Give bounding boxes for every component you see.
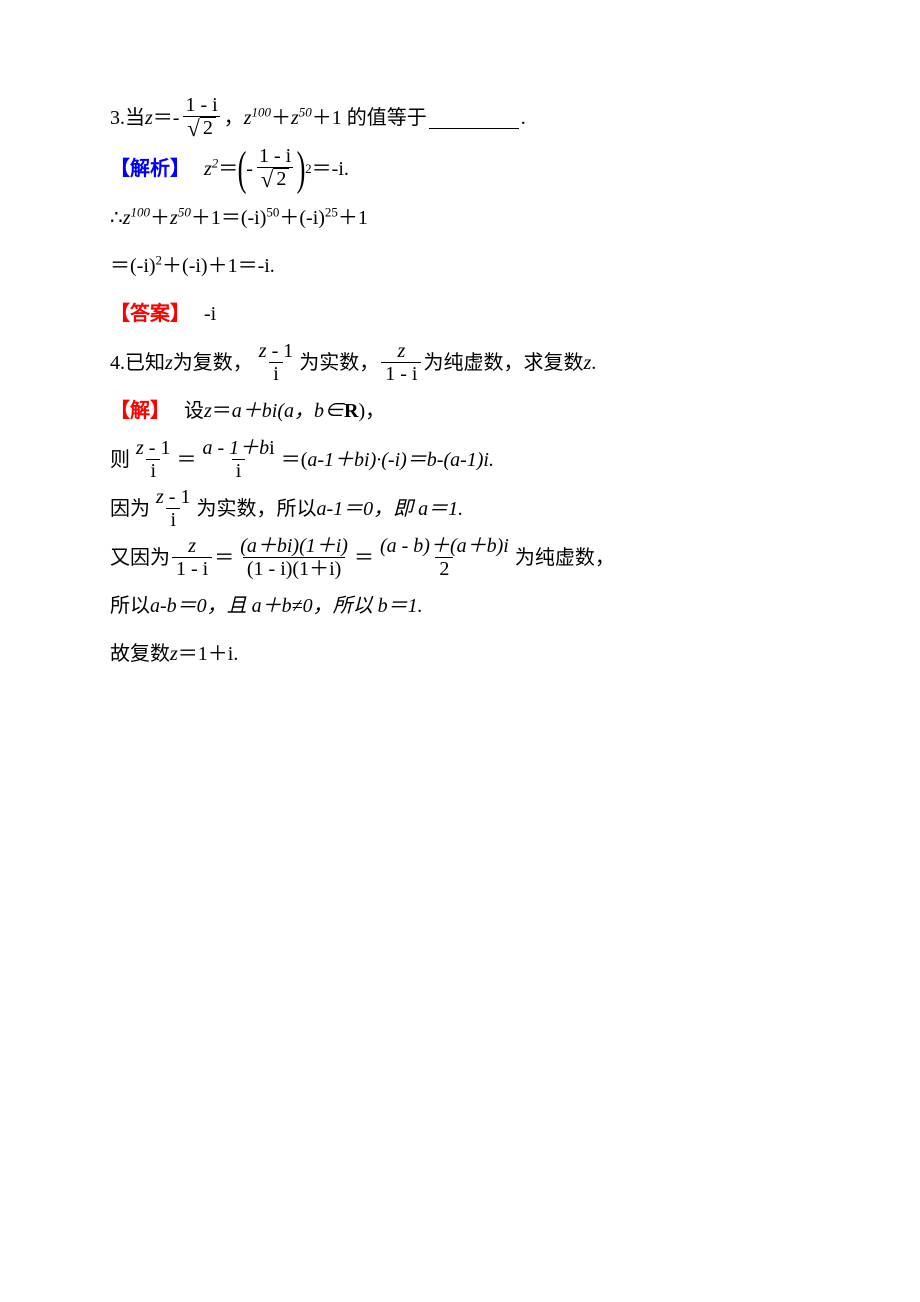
q3-prefix: 3.当	[110, 96, 145, 140]
z50: z50	[291, 96, 312, 140]
q4-frac4: a - 1＋bi i	[198, 437, 278, 482]
q4-line2: 【解】 设 z ＝ a＋bi (a，b∈ R )，	[110, 389, 810, 433]
q3-eq: ＝-	[153, 96, 180, 140]
q4-frac3: z - 1 i	[132, 437, 174, 482]
z2: z2	[204, 147, 218, 191]
solve-tag: 【解】	[110, 389, 170, 433]
q4-frac5: z - 1 i	[152, 486, 194, 531]
sqrt-2b: √ 2	[261, 168, 290, 191]
q3-line3: ∴ z100 ＋ z50 ＋1＝(-i)50 ＋(-i)25 ＋1	[110, 196, 810, 240]
comma: ，	[224, 96, 244, 140]
q4-line7: 故复数 z ＝1＋i.	[110, 632, 810, 676]
answer-tag: 【答案】	[110, 292, 190, 336]
frac2-den: √ 2	[257, 167, 294, 192]
q3-answer-line: 【答案】 -i	[110, 292, 810, 336]
q4-frac2: z 1 - i	[381, 340, 421, 385]
q4-line5: 又因为 z 1 - i ＝ (a＋bi)(1＋i) (1 - i)(1＋i) ＝…	[110, 535, 810, 580]
q4-prefix: 4.已知	[110, 341, 165, 385]
frac-2: 1 - i √ 2	[255, 145, 295, 192]
q3-answer: -i	[204, 292, 216, 336]
radicand: 2	[200, 117, 216, 138]
therefore: ∴	[110, 196, 123, 240]
res: ＝-i.	[312, 147, 349, 191]
q3-line4: ＝(-i)2 ＋(-i)＋1＝-i.	[110, 244, 810, 288]
q4-frac8: (a - b)＋(a＋b)i 2	[376, 535, 513, 580]
minus: -	[246, 147, 253, 191]
plus: ＋	[271, 96, 291, 140]
analysis-tag: 【解析】	[110, 147, 190, 191]
q4-line3: 则 z - 1 i ＝ a - 1＋bi i ＝( a-1＋bi)·(-i)＝b…	[110, 437, 810, 482]
surd: √	[187, 117, 200, 140]
q3-line2: 【解析】 z2 ＝ ( - 1 - i √ 2 ) 2 ＝-i.	[110, 145, 810, 192]
eq: ＝	[218, 147, 238, 191]
var-z: z	[145, 96, 153, 140]
q3-line1: 3.当 z ＝- 1 - i √ 2 ， z100 ＋ z50 ＋1 的值等于 …	[110, 94, 810, 141]
q4-frac6: z 1 - i	[172, 535, 212, 580]
q4-frac1: z - 1 i	[255, 340, 297, 385]
frac1-den: √ 2	[183, 116, 220, 141]
period: .	[521, 96, 526, 140]
lparen-icon: (	[238, 152, 247, 186]
q4-line4: 因为 z - 1 i 为实数，所以 a-1＝0，即 a＝1.	[110, 486, 810, 531]
sqrt-2: √ 2	[187, 117, 216, 140]
frac2-num: 1 - i	[255, 145, 295, 167]
answer-blank[interactable]	[429, 106, 519, 129]
q3-tail: ＋1 的值等于	[312, 96, 427, 140]
rparen-icon: )	[297, 152, 306, 186]
q4-line1: 4.已知 z 为复数， z - 1 i 为实数， z 1 - i 为纯虚数，求复…	[110, 340, 810, 385]
z100: z100	[244, 96, 271, 140]
frac-1: 1 - i √ 2	[181, 94, 221, 141]
page: 3.当 z ＝- 1 - i √ 2 ， z100 ＋ z50 ＋1 的值等于 …	[0, 0, 920, 720]
q4-frac7: (a＋bi)(1＋i) (1 - i)(1＋i)	[236, 535, 352, 580]
frac1-num: 1 - i	[181, 94, 221, 116]
q4-line6: 所以 a-b＝0，且 a＋b≠0，所以 b＝1.	[110, 584, 810, 628]
